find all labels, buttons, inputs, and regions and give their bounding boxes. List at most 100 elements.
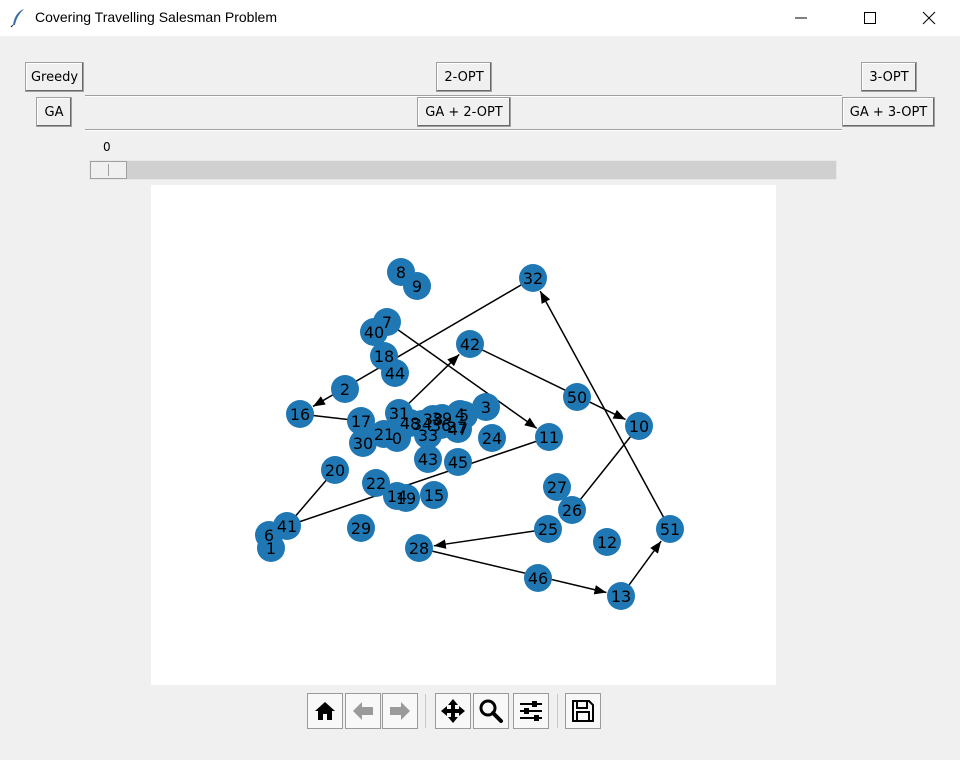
minimize-button[interactable] [778,0,824,36]
slider-value: 0 [103,140,111,154]
node-label-51: 51 [660,520,680,539]
configure-subplots-icon [520,701,542,721]
node-13 [607,582,635,610]
node-label-43: 43 [418,450,438,469]
node-50 [563,383,591,411]
pan-icon [441,699,465,723]
node-28 [405,534,433,562]
node-label-18: 18 [374,347,394,366]
node-label-46: 46 [528,569,548,588]
slider-handle[interactable] [90,161,127,179]
node-label-26: 26 [562,501,582,520]
node-label-33: 33 [418,426,438,445]
forward-button[interactable] [382,693,418,729]
node-label-12: 12 [597,533,617,552]
back-icon [353,702,373,720]
node-label-0: 0 [392,429,402,448]
node-30 [349,429,377,457]
node-26 [558,496,586,524]
node-label-50: 50 [567,388,587,407]
node-11 [535,423,563,451]
node-label-11: 11 [539,428,559,447]
back-button[interactable] [345,693,381,729]
node-7 [373,308,401,336]
minimize-icon [795,17,807,19]
window-title: Covering Travelling Salesman Problem [35,9,277,25]
edge-31-42 [398,353,460,414]
node-label-30: 30 [353,434,373,453]
title-bar: Covering Travelling Salesman Problem [0,0,960,36]
save-icon [572,700,594,722]
node-label-47: 47 [448,420,468,439]
zoom-button[interactable] [473,693,509,729]
node-label-44: 44 [385,364,405,383]
edge-41-11 [286,436,550,527]
node-10 [625,412,653,440]
node-label-28: 28 [409,539,429,558]
configure-subplots-button[interactable] [513,693,549,729]
node-label-42: 42 [460,335,480,354]
feather-icon [10,9,24,28]
edge-42-10 [469,343,626,421]
close-button[interactable] [906,0,952,36]
node-label-32: 32 [523,269,543,288]
node-label-7: 7 [382,313,392,332]
save-button[interactable] [565,693,601,729]
node-label-17: 17 [351,412,371,431]
pan-button[interactable] [435,693,471,729]
node-label-1: 1 [266,539,276,558]
two-opt-button[interactable]: 2-OPT [436,62,492,92]
node-9 [403,272,431,300]
node-label-36: 36 [431,416,451,435]
node-19 [392,484,420,512]
ga-two-opt-button[interactable]: GA + 2-OPT [417,97,511,127]
node-44 [381,359,409,387]
node-label-4: 4 [455,405,465,424]
ga-three-opt-button[interactable]: GA + 3-OPT [842,97,935,127]
edge-7-11 [386,321,538,429]
node-label-15: 15 [424,486,444,505]
node-label-38: 38 [423,410,443,429]
node-41 [273,512,301,540]
node-27 [543,473,571,501]
node-label-5: 5 [459,406,469,425]
node-24 [478,424,506,452]
home-button[interactable] [307,693,343,729]
node-label-45: 45 [448,453,468,472]
node-2 [331,375,359,403]
toolbar-separator [557,694,558,728]
maximize-button[interactable] [847,0,893,36]
node-label-27: 27 [547,478,567,497]
ga-button[interactable]: GA [36,97,72,127]
node-label-22: 22 [366,474,386,493]
node-5 [450,401,478,429]
edge-51-32 [539,290,671,530]
node-22 [362,469,390,497]
node-label-14: 14 [387,487,407,506]
greedy-button[interactable]: Greedy [25,62,84,92]
node-label-48: 48 [400,414,420,433]
node-15 [420,481,448,509]
node-label-40: 40 [364,323,384,342]
three-opt-button[interactable]: 3-OPT [861,62,917,92]
node-25 [534,515,562,543]
node-12 [593,528,621,556]
iteration-slider[interactable] [89,160,837,180]
maximize-icon [864,12,876,24]
separator [85,129,842,131]
node-43 [414,445,442,473]
node-17 [347,407,375,435]
home-icon [315,702,335,720]
node-51 [656,515,684,543]
node-42 [456,330,484,358]
edge-28-13 [418,547,607,595]
node-label-37: 37 [447,418,467,437]
node-46 [524,564,552,592]
graph-plot[interactable]: 1 6 41 29 20 22 14 19 15 30 17 21 0 16 2 31 48 33 34 38 39 36… [151,185,776,685]
node-20 [321,456,349,484]
node-label-8: 8 [396,263,406,282]
node-label-39: 39 [432,409,452,428]
node-label-31: 31 [389,404,409,423]
